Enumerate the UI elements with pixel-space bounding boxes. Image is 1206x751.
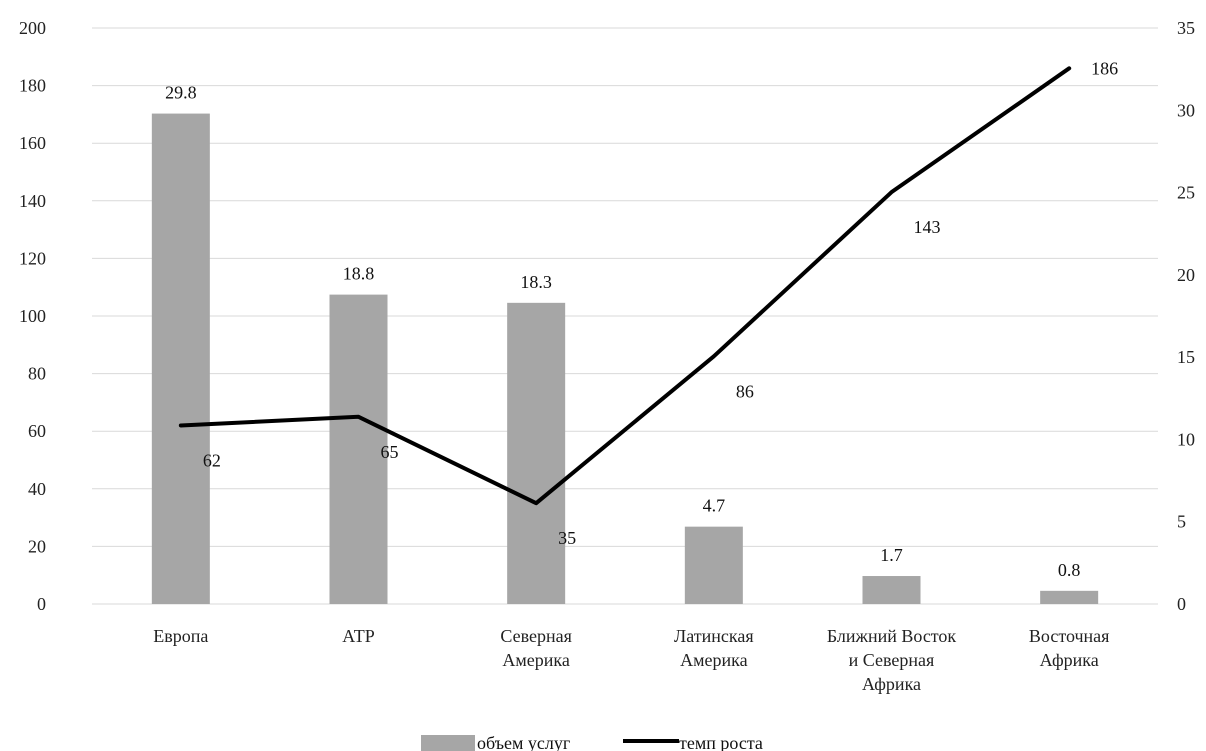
left-axis-tick-label: 180	[19, 76, 46, 96]
right-axis-tick-label: 35	[1177, 18, 1195, 38]
line-data-labels: 62 65 35 86 143 186	[203, 58, 1118, 548]
bar-value-label: 18.8	[343, 264, 375, 284]
right-axis: 0 5 10 15 20 25 30 35	[1177, 18, 1195, 614]
legend-bar-swatch	[421, 735, 475, 751]
bar-value-label: 4.7	[703, 496, 726, 516]
left-axis-tick-label: 80	[28, 364, 46, 384]
line-value-label: 86	[736, 381, 754, 401]
bar	[862, 576, 921, 604]
legend-line-label: темп роста	[679, 733, 763, 751]
gridlines	[92, 27, 1158, 605]
line-value-label: 65	[381, 442, 399, 462]
category-label: АТР	[342, 626, 374, 646]
left-axis-tick-label: 20	[28, 536, 46, 556]
left-axis-tick-label: 100	[19, 306, 46, 326]
left-axis-tick-label: 120	[19, 248, 46, 268]
category-label: Северная	[500, 626, 572, 646]
line-value-label: 143	[914, 217, 941, 237]
left-axis-tick-label: 60	[28, 421, 46, 441]
bar-value-label: 1.7	[880, 545, 903, 565]
category-label: и Северная	[849, 650, 935, 670]
line-value-label: 35	[558, 528, 576, 548]
category-label: Африка	[1040, 650, 1099, 670]
category-label: Африка	[862, 674, 921, 694]
right-axis-tick-label: 20	[1177, 265, 1195, 285]
left-axis-tick-label: 200	[19, 18, 46, 38]
bar	[684, 526, 743, 604]
right-axis-tick-label: 15	[1177, 347, 1195, 367]
right-axis-tick-label: 30	[1177, 100, 1195, 120]
right-axis-tick-label: 5	[1177, 512, 1186, 532]
left-axis-tick-label: 0	[37, 594, 46, 614]
bar	[329, 294, 388, 604]
bar	[1040, 590, 1099, 604]
bar	[507, 302, 566, 604]
line-value-label: 62	[203, 450, 221, 470]
right-axis-tick-label: 25	[1177, 183, 1195, 203]
bar-value-label: 18.3	[520, 272, 552, 292]
category-label: Америка	[502, 650, 569, 670]
category-label: Европа	[153, 626, 208, 646]
category-label: Ближний Восток	[827, 626, 957, 646]
legend-bar-label: объем услуг	[477, 733, 570, 751]
left-axis-tick-label: 140	[19, 191, 46, 211]
legend: объем услуг темп роста	[421, 733, 763, 751]
left-axis-tick-label: 40	[28, 479, 46, 499]
category-label: Латинская	[674, 626, 754, 646]
category-label: Восточная	[1029, 626, 1110, 646]
category-axis: Европа АТР Северная Америка Латинская Америка…	[153, 626, 1109, 694]
right-axis-tick-label: 0	[1177, 594, 1186, 614]
bar-data-labels: 29.8 18.8 18.3 4.7 1.7 0.8	[165, 83, 1080, 580]
bar-series	[151, 113, 1099, 604]
bar-value-label: 29.8	[165, 83, 197, 103]
right-axis-tick-label: 10	[1177, 429, 1195, 449]
line-value-label: 186	[1091, 58, 1118, 78]
left-axis: 0 20 40 60 80 100 120 140 160 180 200	[19, 18, 46, 614]
left-axis-tick-label: 160	[19, 133, 46, 153]
line-series	[178, 66, 1072, 506]
category-label: Америка	[680, 650, 747, 670]
bar-value-label: 0.8	[1058, 560, 1081, 580]
line-path	[178, 66, 1072, 506]
bar	[151, 113, 210, 604]
